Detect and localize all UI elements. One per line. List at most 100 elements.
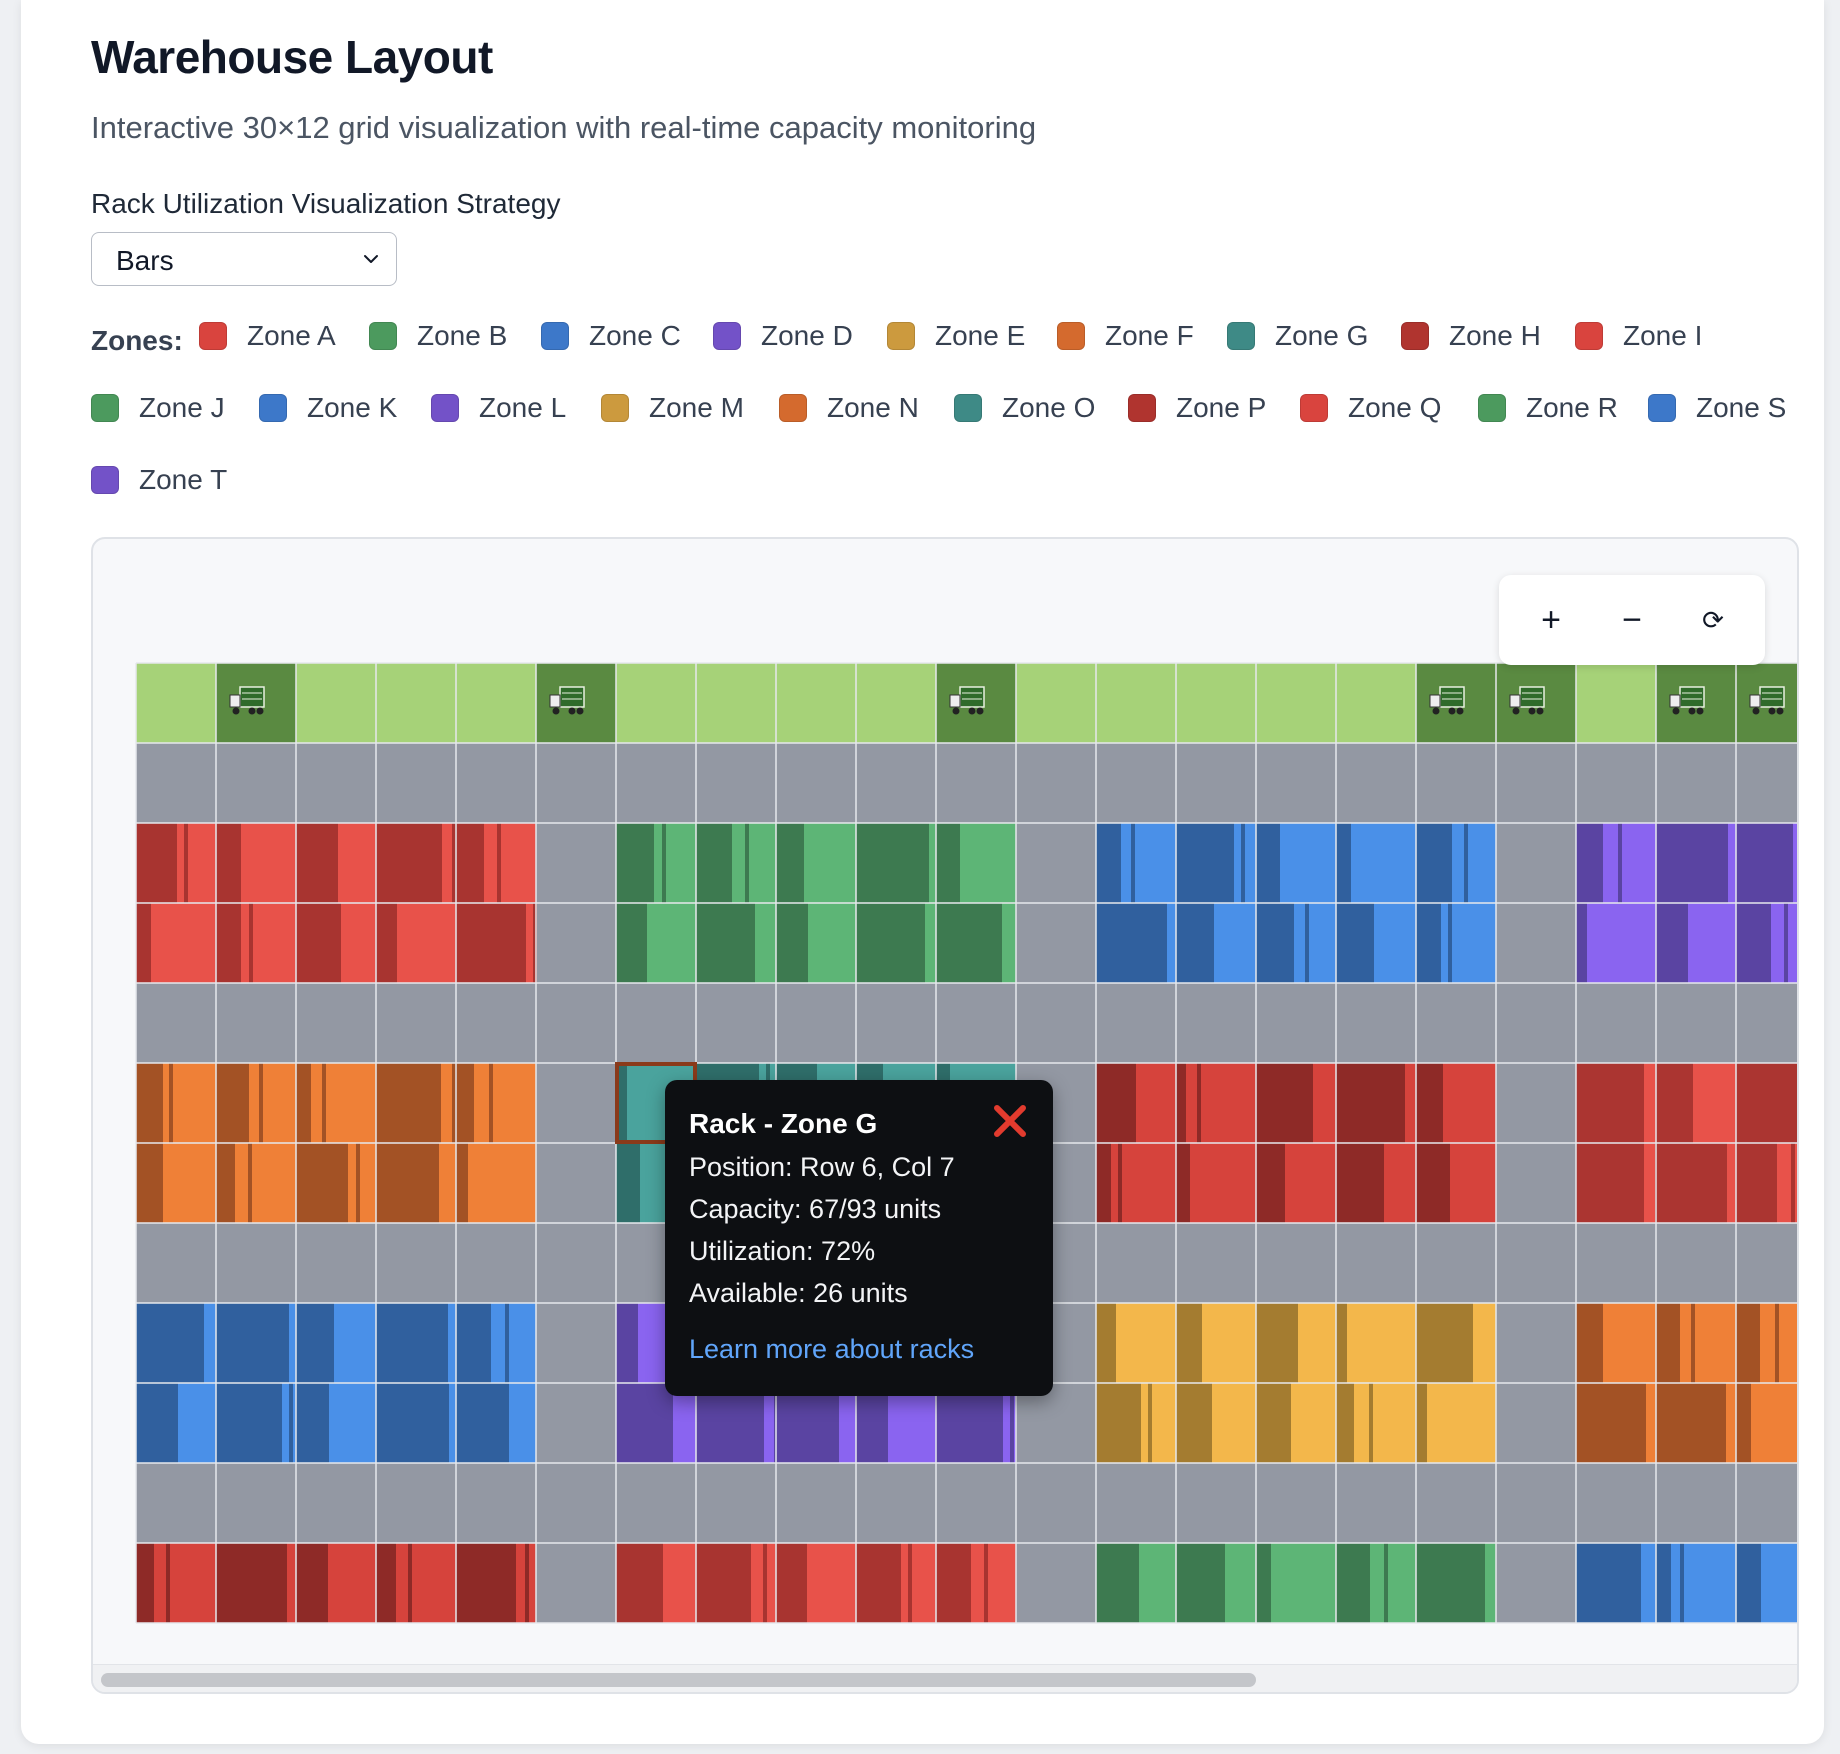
aisle-cell[interactable] [856,743,936,823]
aisle-cell[interactable] [296,1463,376,1543]
dock-cell[interactable] [616,663,696,743]
aisle-cell[interactable] [1576,1463,1656,1543]
aisle-cell[interactable] [1096,1223,1176,1303]
aisle-cell[interactable] [1496,983,1576,1063]
aisle-cell[interactable] [696,743,776,823]
zoom-in-button[interactable]: + [1541,600,1561,639]
aisle-cell[interactable] [1016,903,1096,983]
aisle-cell[interactable] [1656,1223,1736,1303]
learn-more-link[interactable]: Learn more about racks [689,1334,975,1364]
dock-cell[interactable] [1016,663,1096,743]
aisle-cell[interactable] [1096,1463,1176,1543]
aisle-cell[interactable] [1096,983,1176,1063]
aisle-cell[interactable] [1496,1223,1576,1303]
aisle-cell[interactable] [1016,743,1096,823]
aisle-cell[interactable] [1176,1463,1256,1543]
aisle-cell[interactable] [936,983,1016,1063]
aisle-cell[interactable] [1016,983,1096,1063]
zoom-out-button[interactable]: − [1622,600,1642,639]
dock-cell[interactable] [376,663,456,743]
aisle-cell[interactable] [216,743,296,823]
aisle-cell[interactable] [376,743,456,823]
aisle-cell[interactable] [1656,983,1736,1063]
aisle-cell[interactable] [1336,743,1416,823]
aisle-cell[interactable] [696,983,776,1063]
aisle-cell[interactable] [536,1383,616,1463]
aisle-cell[interactable] [1736,743,1797,823]
aisle-cell[interactable] [456,743,536,823]
aisle-cell[interactable] [1496,823,1576,903]
aisle-cell[interactable] [1576,1223,1656,1303]
aisle-cell[interactable] [696,1463,776,1543]
rack-cell[interactable] [456,1143,536,1223]
aisle-cell[interactable] [456,983,536,1063]
aisle-cell[interactable] [1256,983,1336,1063]
aisle-cell[interactable] [296,743,376,823]
aisle-cell[interactable] [536,1143,616,1223]
aisle-cell[interactable] [456,1223,536,1303]
aisle-cell[interactable] [456,1463,536,1543]
aisle-cell[interactable] [376,983,456,1063]
aisle-cell[interactable] [1736,1223,1797,1303]
dock-cell[interactable] [1256,663,1336,743]
aisle-cell[interactable] [536,743,616,823]
aisle-cell[interactable] [1016,1463,1096,1543]
aisle-cell[interactable] [1416,983,1496,1063]
aisle-cell[interactable] [296,983,376,1063]
aisle-cell[interactable] [1496,1463,1576,1543]
aisle-cell[interactable] [1496,743,1576,823]
aisle-cell[interactable] [136,1463,216,1543]
aisle-cell[interactable] [1576,983,1656,1063]
aisle-cell[interactable] [936,1463,1016,1543]
aisle-cell[interactable] [1416,1463,1496,1543]
aisle-cell[interactable] [136,1223,216,1303]
aisle-cell[interactable] [776,1463,856,1543]
aisle-cell[interactable] [616,743,696,823]
aisle-cell[interactable] [536,1543,616,1623]
aisle-cell[interactable] [856,983,936,1063]
aisle-cell[interactable] [296,1223,376,1303]
aisle-cell[interactable] [1656,743,1736,823]
scrollbar-thumb[interactable] [101,1673,1256,1687]
aisle-cell[interactable] [1736,983,1797,1063]
aisle-cell[interactable] [1016,1383,1096,1463]
aisle-cell[interactable] [1336,983,1416,1063]
aisle-cell[interactable] [1176,743,1256,823]
aisle-cell[interactable] [1416,1223,1496,1303]
aisle-cell[interactable] [536,1063,616,1143]
aisle-cell[interactable] [536,983,616,1063]
aisle-cell[interactable] [1576,743,1656,823]
aisle-cell[interactable] [1336,1223,1416,1303]
dock-cell[interactable] [1576,663,1656,743]
aisle-cell[interactable] [216,1463,296,1543]
dock-cell[interactable] [776,663,856,743]
aisle-cell[interactable] [376,1463,456,1543]
aisle-cell[interactable] [936,743,1016,823]
aisle-cell[interactable] [1176,983,1256,1063]
rack-cell[interactable] [1336,1303,1416,1383]
aisle-cell[interactable] [1016,1543,1096,1623]
aisle-cell[interactable] [536,1463,616,1543]
rack-cell[interactable] [1416,1383,1496,1463]
strategy-select[interactable]: Bars [91,232,397,286]
dock-cell[interactable] [856,663,936,743]
dock-cell[interactable] [136,663,216,743]
aisle-cell[interactable] [616,1463,696,1543]
dock-cell[interactable] [696,663,776,743]
aisle-cell[interactable] [1096,743,1176,823]
aisle-cell[interactable] [1496,903,1576,983]
aisle-cell[interactable] [376,1223,456,1303]
aisle-cell[interactable] [216,1223,296,1303]
aisle-cell[interactable] [1656,1463,1736,1543]
aisle-cell[interactable] [136,743,216,823]
reset-zoom-button[interactable]: ⟳ [1702,604,1724,635]
aisle-cell[interactable] [136,983,216,1063]
dock-cell[interactable] [1176,663,1256,743]
dock-cell[interactable] [1336,663,1416,743]
aisle-cell[interactable] [1496,1543,1576,1623]
aisle-cell[interactable] [536,1303,616,1383]
aisle-cell[interactable] [1256,1223,1336,1303]
rack-cell[interactable] [1176,1063,1256,1143]
aisle-cell[interactable] [776,983,856,1063]
aisle-cell[interactable] [1496,1143,1576,1223]
